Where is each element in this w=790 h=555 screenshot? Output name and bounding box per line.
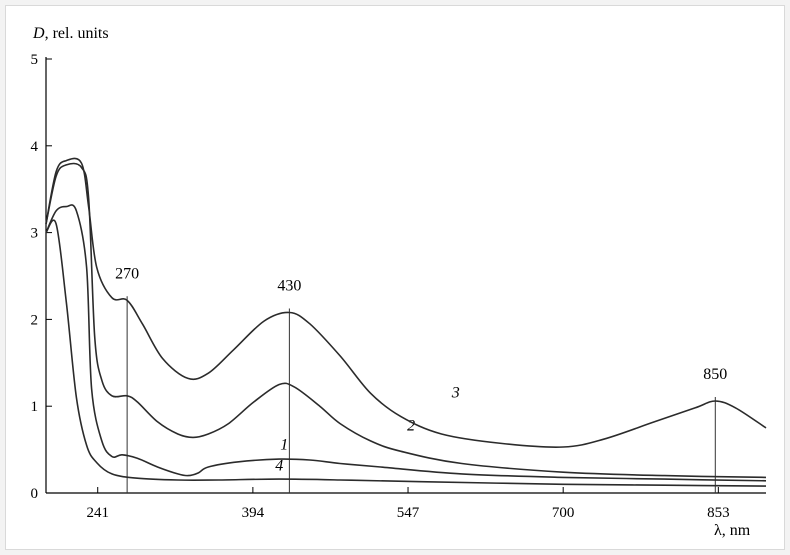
- y-axis-label-var: D: [32, 25, 45, 42]
- y-tick-label: 1: [31, 399, 39, 415]
- series-line-1: [45, 204, 767, 482]
- x-tick-label: 241: [86, 505, 109, 521]
- y-axis-label-rest: , rel. units: [45, 25, 109, 42]
- x-tick-label: 700: [552, 505, 575, 521]
- y-tick-label: 3: [31, 226, 39, 242]
- x-tick-label: 853: [707, 505, 730, 521]
- peak-marker-label: 850: [703, 366, 727, 383]
- series-line-2: [45, 162, 767, 479]
- series-label-1: 1: [280, 437, 288, 454]
- series-label-4: 4: [275, 457, 283, 474]
- series-label-3: 3: [451, 385, 460, 402]
- x-tick-label: 394: [242, 505, 265, 521]
- curves: 1 2 3 4: [45, 157, 767, 487]
- y-axis-label: D, rel. units: [32, 25, 109, 42]
- y-tick-label: 4: [31, 139, 39, 155]
- y-tick-label: 5: [31, 52, 39, 68]
- y-tick-label: 2: [31, 312, 39, 328]
- peak-marker-label: 430: [277, 277, 301, 294]
- series-line-3: [45, 157, 767, 448]
- x-axis-label: λ, nm: [714, 522, 751, 539]
- series-label-2: 2: [407, 418, 415, 435]
- peak-marker-label: 270: [115, 265, 139, 282]
- x-tick-label: 547: [397, 505, 420, 521]
- series-line-4: [45, 219, 767, 487]
- y-tick-label: 0: [31, 486, 39, 502]
- peak-annotations: 270 430 850: [115, 265, 727, 493]
- chart-frame: [5, 5, 785, 550]
